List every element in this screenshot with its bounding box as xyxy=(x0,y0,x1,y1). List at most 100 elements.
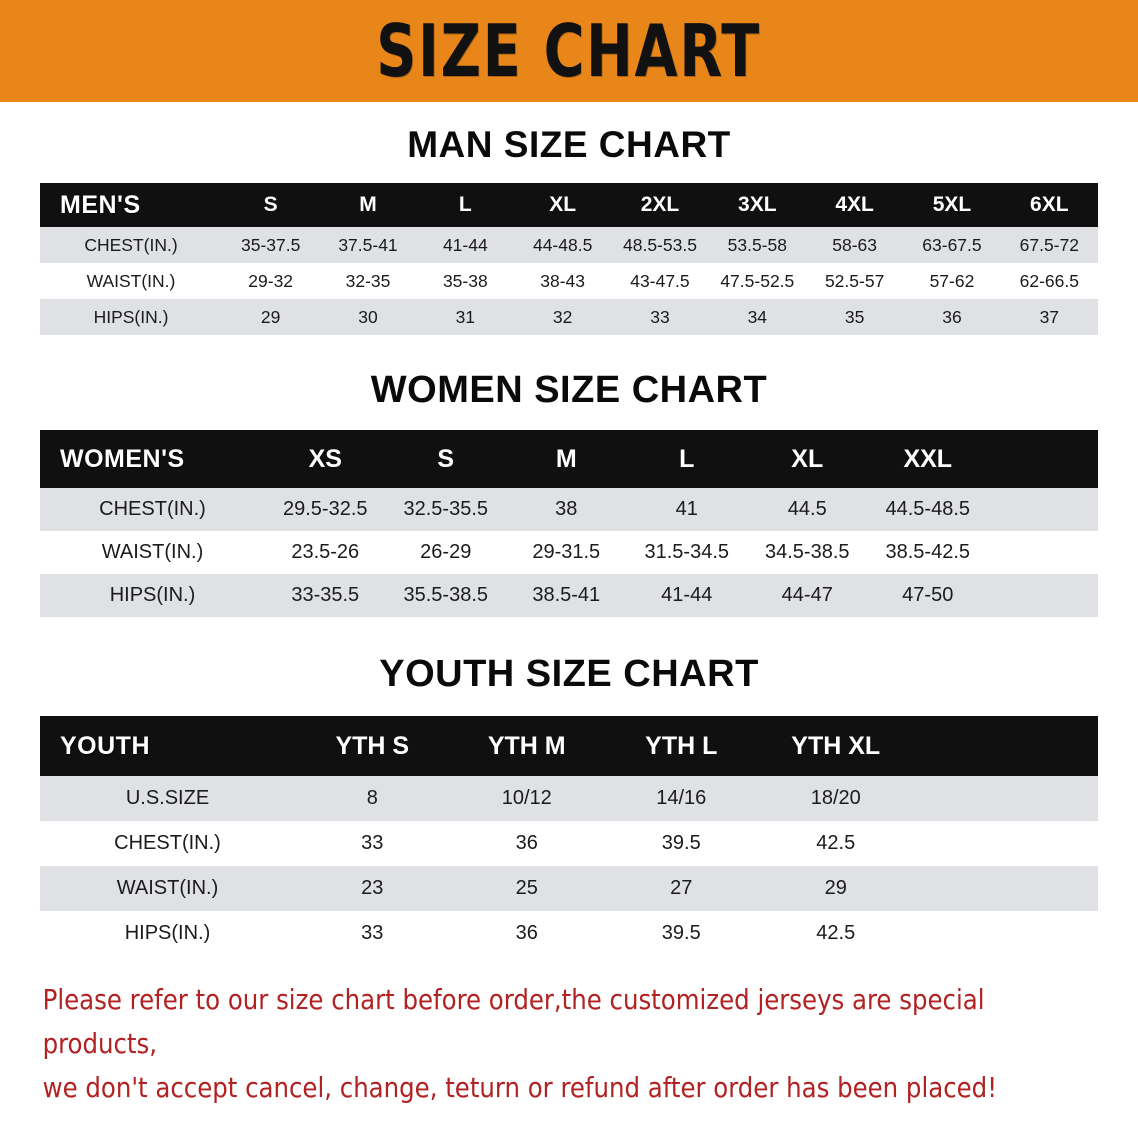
youth-header-row: YOUTH YTH S YTH M YTH L YTH XL xyxy=(40,716,1098,776)
man-table-head: MEN'S S M L XL 2XL 3XL 4XL 5XL 6XL xyxy=(40,183,1098,227)
man-corner-label: MEN'S xyxy=(60,190,141,219)
man-waist-l: 35-38 xyxy=(442,270,488,291)
women-hips-xxl: 47-50 xyxy=(902,584,954,606)
man-row-label-waist: WAIST(IN.) xyxy=(86,270,176,291)
youth-chest-s: 33 xyxy=(361,832,384,854)
youth-table-body: U.S.SIZE 8 10/12 14/16 18/20 CHEST(IN.) … xyxy=(40,776,1098,956)
man-chest-6xl: 67.5-72 xyxy=(1019,234,1079,255)
table-row: CHEST(IN.) 35-37.5 37.5-41 41-44 44-48.5… xyxy=(40,227,1098,263)
women-col-spacer xyxy=(988,430,1098,488)
man-waist-m: 32-35 xyxy=(345,270,391,291)
man-chest-l: 41-44 xyxy=(442,234,488,255)
man-col-6xl: 6XL xyxy=(1030,193,1069,216)
women-hips-s: 35.5-38.5 xyxy=(403,584,488,606)
women-chest-xxl: 44.5-48.5 xyxy=(885,498,970,520)
youth-ussize-xl: 18/20 xyxy=(810,787,861,809)
man-chest-5xl: 63-67.5 xyxy=(922,234,982,255)
women-chest-s: 32.5-35.5 xyxy=(403,498,488,520)
youth-hips-spacer xyxy=(913,911,1098,956)
youth-chest-spacer xyxy=(913,821,1098,866)
youth-table-head: YOUTH YTH S YTH M YTH L YTH XL xyxy=(40,716,1098,776)
man-col-3xl: 3XL xyxy=(738,193,777,216)
women-table-body: CHEST(IN.) 29.5-32.5 32.5-35.5 38 41 44.… xyxy=(40,488,1098,617)
women-waist-spacer xyxy=(988,531,1098,574)
man-hips-5xl: 36 xyxy=(942,306,962,327)
women-waist-l: 31.5-34.5 xyxy=(644,541,729,563)
man-waist-xl: 38-43 xyxy=(540,270,586,291)
man-waist-3xl: 47.5-52.5 xyxy=(720,270,795,291)
youth-col-l: YTH L xyxy=(645,731,718,760)
man-chest-xl: 44-48.5 xyxy=(532,234,593,255)
women-row-label-hips: HIPS(IN.) xyxy=(109,584,196,606)
women-chest-xs: 29.5-32.5 xyxy=(282,498,368,520)
women-header-row: WOMEN'S XS S M L XL XXL xyxy=(40,430,1098,488)
women-row-label-chest: CHEST(IN.) xyxy=(99,498,206,520)
women-table-head: WOMEN'S XS S M L XL XXL xyxy=(40,430,1098,488)
man-waist-6xl: 62-66.5 xyxy=(1019,270,1079,291)
disclaimer-line-2: we don't accept cancel, change, teturn o… xyxy=(42,1071,997,1104)
man-hips-xl: 32 xyxy=(552,306,573,327)
youth-col-m: YTH M xyxy=(487,731,566,760)
youth-waist-xl: 29 xyxy=(824,877,847,899)
table-row: WAIST(IN.) 23.5-26 26-29 29-31.5 31.5-34… xyxy=(40,531,1098,574)
women-row-label-waist: WAIST(IN.) xyxy=(101,541,204,563)
youth-row-label-ussize: U.S.SIZE xyxy=(125,787,210,809)
youth-col-s: YTH S xyxy=(335,731,410,760)
man-chest-s: 35-37.5 xyxy=(240,234,301,255)
man-col-2xl: 2XL xyxy=(640,193,680,216)
youth-waist-spacer xyxy=(913,866,1098,911)
women-hips-spacer xyxy=(988,574,1098,617)
women-hips-m: 38.5-41 xyxy=(532,584,601,606)
man-hips-l: 31 xyxy=(455,306,476,327)
youth-chest-l: 39.5 xyxy=(661,832,701,854)
youth-ussize-l: 14/16 xyxy=(656,787,707,809)
women-col-xxl: XXL xyxy=(903,444,953,473)
youth-corner-label: YOUTH xyxy=(60,731,150,760)
youth-ussize-m: 10/12 xyxy=(501,787,552,809)
women-hips-xs: 33-35.5 xyxy=(291,584,360,606)
youth-ussize-s: 8 xyxy=(366,787,378,809)
youth-hips-l: 39.5 xyxy=(661,922,701,944)
man-col-5xl: 5XL xyxy=(932,193,972,216)
table-row: WAIST(IN.) 29-32 32-35 35-38 38-43 43-47… xyxy=(40,263,1098,299)
youth-hips-s: 33 xyxy=(361,922,384,944)
table-row: HIPS(IN.) 33 36 39.5 42.5 xyxy=(40,911,1098,956)
man-chest-4xl: 58-63 xyxy=(832,234,878,255)
women-hips-l: 41-44 xyxy=(661,584,713,606)
man-hips-6xl: 37 xyxy=(1039,306,1060,327)
man-row-label-hips: HIPS(IN.) xyxy=(93,306,169,327)
youth-waist-s: 23 xyxy=(361,877,384,899)
youth-row-label-waist: WAIST(IN.) xyxy=(116,877,219,899)
table-row: CHEST(IN.) 33 36 39.5 42.5 xyxy=(40,821,1098,866)
youth-size-table: YOUTH YTH S YTH M YTH L YTH XL U.S.SIZE … xyxy=(40,716,1098,956)
youth-table-wrap: YOUTH YTH S YTH M YTH L YTH XL U.S.SIZE … xyxy=(40,716,1098,956)
youth-hips-xl: 42.5 xyxy=(816,922,856,944)
women-chest-xl: 44.5 xyxy=(787,498,827,520)
table-row: CHEST(IN.) 29.5-32.5 32.5-35.5 38 41 44.… xyxy=(40,488,1098,531)
man-col-4xl: 4XL xyxy=(835,193,874,216)
women-chest-spacer xyxy=(988,488,1098,531)
women-hips-xl: 44-47 xyxy=(781,584,833,606)
youth-col-xl: YTH XL xyxy=(791,731,881,760)
youth-waist-m: 25 xyxy=(515,877,538,899)
table-row: U.S.SIZE 8 10/12 14/16 18/20 xyxy=(40,776,1098,821)
women-col-xl: XL xyxy=(791,444,824,473)
women-corner-label: WOMEN'S xyxy=(60,444,185,473)
man-section-title: MAN SIZE CHART xyxy=(407,124,731,165)
man-waist-5xl: 57-62 xyxy=(929,270,975,291)
women-table-wrap: WOMEN'S XS S M L XL XXL CHEST(IN.) 29.5-… xyxy=(40,430,1098,617)
table-row: HIPS(IN.) 33-35.5 35.5-38.5 38.5-41 41-4… xyxy=(40,574,1098,617)
women-col-m: M xyxy=(555,444,577,473)
youth-hips-m: 36 xyxy=(515,922,538,944)
man-table-wrap: MEN'S S M L XL 2XL 3XL 4XL 5XL 6XL CHEST… xyxy=(40,183,1098,335)
youth-chest-m: 36 xyxy=(515,832,538,854)
women-waist-xxl: 38.5-42.5 xyxy=(885,541,970,563)
women-col-l: L xyxy=(679,444,695,473)
women-col-s: S xyxy=(437,444,455,473)
man-col-m: M xyxy=(359,193,377,216)
women-waist-m: 29-31.5 xyxy=(532,541,601,563)
women-waist-s: 26-29 xyxy=(420,541,472,563)
man-waist-s: 29-32 xyxy=(248,270,294,291)
man-table-body: CHEST(IN.) 35-37.5 37.5-41 41-44 44-48.5… xyxy=(40,227,1098,335)
